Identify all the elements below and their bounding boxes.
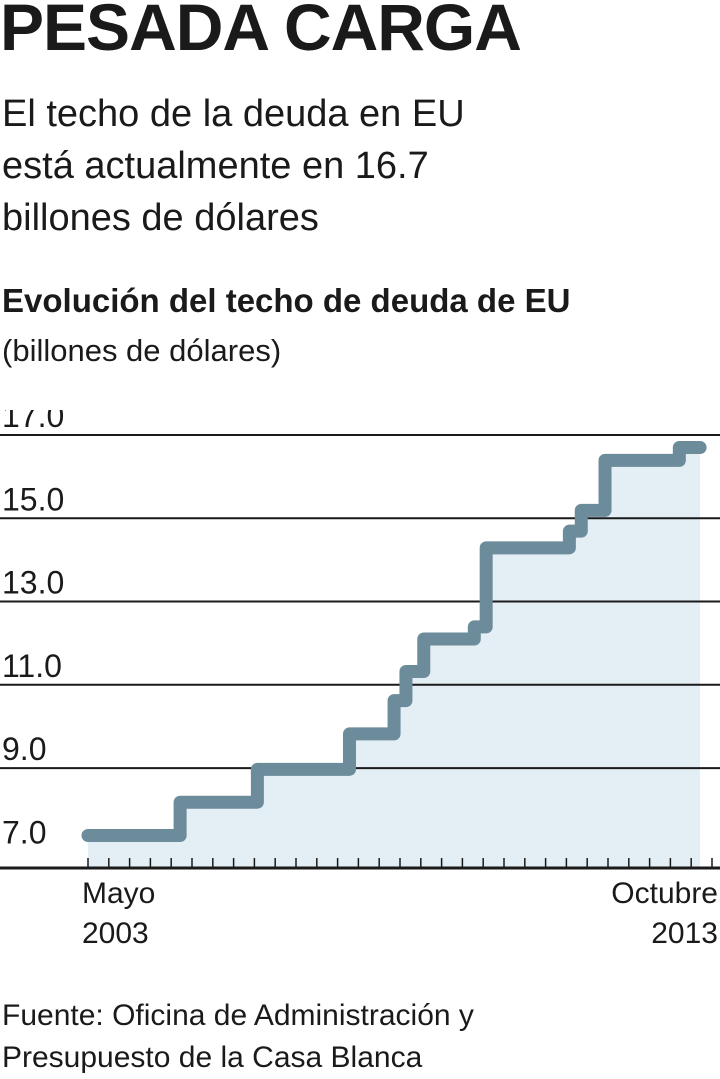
y-axis-unit-label: (billones de dólares) (2, 333, 282, 368)
source-line: Presupuesto de la Casa Blanca (2, 1041, 423, 1074)
y-tick-label: 11.0 (2, 648, 62, 684)
x-start-year: 2003 (82, 917, 149, 950)
chart-main-title: PESADA CARGA (0, 0, 522, 64)
chart-subtitle: El techo de la deuda en EU está actualme… (2, 88, 702, 244)
source-line: Fuente: Oficina de Administración y (2, 999, 474, 1032)
chart-title: Evolución del techo de deuda de EU (2, 282, 571, 319)
subtitle-line: billones de dólares (2, 197, 319, 239)
x-axis-start-label: Mayo 2003 (82, 874, 155, 954)
x-axis-end-label: Octubre 2013 (611, 874, 718, 954)
y-tick-label: 7.0 (2, 814, 46, 850)
subtitle-line: El techo de la deuda en EU (2, 93, 465, 135)
y-tick-label: 9.0 (2, 731, 46, 767)
x-end-year: 2013 (651, 917, 718, 950)
source-note: Fuente: Oficina de Administración y Pres… (2, 995, 474, 1079)
y-tick-label: 13.0 (2, 565, 64, 601)
y-tick-label: 15.0 (2, 481, 64, 517)
debt-ceiling-chart: 17.0 15.0 13.0 11.0 9.0 7.0 (0, 410, 720, 870)
x-start-month: Mayo (82, 877, 156, 910)
x-end-month: Octubre (611, 877, 718, 910)
subtitle-line: está actualmente en 16.7 (2, 145, 429, 187)
y-tick-label: 17.0 (2, 410, 64, 434)
debt-ceiling-line (81, 440, 707, 843)
